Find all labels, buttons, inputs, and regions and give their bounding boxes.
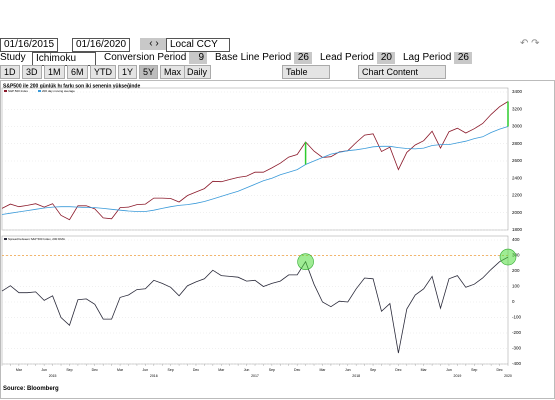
- year-label: 2020: [504, 374, 512, 378]
- table-button[interactable]: Table: [282, 65, 330, 79]
- param-value[interactable]: 20: [377, 52, 395, 64]
- y-tick-label: 2000: [512, 210, 523, 215]
- highlight-circle: [297, 253, 314, 270]
- range-button[interactable]: 1Y: [118, 65, 138, 79]
- chart: S&P500 ile 200 günlük hı farkı son iki s…: [0, 80, 555, 399]
- param-value[interactable]: 26: [294, 52, 312, 64]
- undo-redo[interactable]: ↶ ↷: [520, 38, 540, 49]
- x-tick-label: Mar: [218, 368, 225, 372]
- x-tick-label: Mar: [117, 368, 124, 372]
- legend-swatch: [38, 90, 41, 92]
- range-button[interactable]: 5Y: [139, 65, 159, 79]
- currency-select[interactable]: Local CCY: [166, 38, 230, 52]
- x-tick-label: Jun: [446, 368, 452, 372]
- year-label: 2015: [49, 374, 57, 378]
- start-date[interactable]: 01/16/2015: [0, 38, 59, 52]
- year-label: 2018: [352, 374, 360, 378]
- x-tick-label: Jun: [345, 368, 351, 372]
- param-label: Lag Period: [403, 52, 452, 63]
- y-tick-label: 3400: [512, 89, 523, 94]
- y-tick-label: 2800: [512, 141, 523, 146]
- series-line: [1, 101, 509, 221]
- x-tick-label: Mar: [421, 368, 428, 372]
- x-tick-label: Jun: [143, 368, 149, 372]
- year-label: 2016: [150, 374, 158, 378]
- y-tick-label: 3000: [512, 124, 523, 129]
- y-tick-label: 2600: [512, 158, 523, 163]
- y-tick-label: 2400: [512, 175, 523, 180]
- x-tick-label: Jun: [41, 368, 47, 372]
- param-label: Conversion Period: [104, 52, 187, 63]
- highlight-circle: [499, 248, 517, 266]
- x-tick-label: Jun: [244, 368, 250, 372]
- year-label: 2019: [454, 374, 462, 378]
- range-button[interactable]: 6M: [67, 65, 88, 79]
- study-select[interactable]: Ichimoku: [32, 52, 96, 66]
- source: Source: Bloomberg: [3, 386, 59, 392]
- param-label: Lead Period: [320, 52, 374, 63]
- end-date[interactable]: 01/16/2020: [72, 38, 131, 52]
- x-tick-label: Sep: [66, 368, 72, 372]
- frequency-select[interactable]: Daily: [183, 65, 212, 79]
- range-button[interactable]: 3D: [22, 65, 42, 79]
- chart-content-button[interactable]: Chart Content: [358, 65, 446, 79]
- range-button[interactable]: Max: [160, 65, 186, 79]
- y-tick-label: 400: [512, 237, 520, 242]
- y-tick-label: 1800: [512, 227, 523, 232]
- legend-label: S&P 500 Index: [8, 89, 28, 93]
- y-tick-label: 200: [512, 268, 520, 273]
- legend-swatch: [4, 238, 7, 240]
- x-tick-label: Dec: [395, 368, 401, 372]
- chart-frame: [0, 80, 555, 399]
- y-tick-label: 2200: [512, 193, 523, 198]
- x-tick-label: Dec: [496, 368, 502, 372]
- y-tick-label: -400: [512, 361, 522, 366]
- x-tick-label: Mar: [16, 368, 23, 372]
- y-tick-label: 3200: [512, 106, 523, 111]
- legend-label: Spread between S&P 500 Index, 200 DMA: [8, 237, 65, 241]
- nav-buttons[interactable]: ‹ ›: [140, 38, 168, 50]
- x-tick-label: Dec: [92, 368, 98, 372]
- x-tick-label: Dec: [294, 368, 300, 372]
- y-tick-label: -100: [512, 315, 522, 320]
- y-tick-label: 0: [512, 299, 515, 304]
- series-line: [1, 256, 509, 354]
- x-tick-label: Dec: [193, 368, 199, 372]
- y-tick-label: 100: [512, 284, 520, 289]
- x-tick-label: Sep: [168, 368, 174, 372]
- param-value[interactable]: 9: [189, 52, 207, 64]
- range-button[interactable]: 1M: [44, 65, 65, 79]
- param-label: Base Line Period: [215, 52, 292, 63]
- year-label: 2017: [251, 374, 259, 378]
- x-tick-label: Mar: [319, 368, 326, 372]
- chart-title: S&P500 ile 200 günlük hı farkı son iki s…: [3, 83, 140, 89]
- study-label: Study: [0, 52, 26, 63]
- y-tick-label: -300: [512, 346, 522, 351]
- legend-swatch: [4, 90, 7, 92]
- range-button[interactable]: YTD: [90, 65, 116, 79]
- range-button[interactable]: 1D: [0, 65, 20, 79]
- series-line: [1, 126, 509, 215]
- param-value[interactable]: 26: [454, 52, 472, 64]
- x-tick-label: Sep: [370, 368, 376, 372]
- legend-label: 200 day moving average: [42, 89, 75, 93]
- x-tick-label: Sep: [269, 368, 275, 372]
- y-tick-label: -200: [512, 330, 522, 335]
- x-tick-label: Sep: [471, 368, 477, 372]
